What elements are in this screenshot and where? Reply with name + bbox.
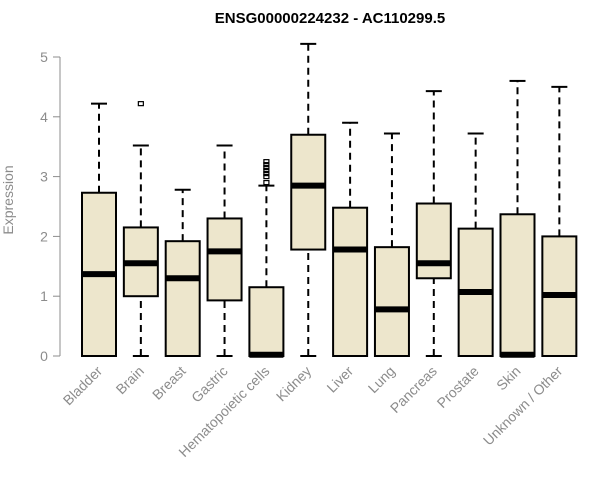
box-group: [290, 42, 327, 357]
box-group: [499, 79, 536, 358]
x-tick-label: Prostate: [434, 363, 482, 411]
y-tick-label: 2: [40, 228, 48, 244]
box-group: [248, 159, 285, 358]
chart-title: ENSG00000224232 - AC110299.5: [215, 10, 445, 27]
outlier-point: [137, 101, 144, 107]
y-tick-label: 1: [40, 288, 48, 304]
y-tick-label: 5: [40, 49, 48, 65]
x-tick-label: Breast: [149, 363, 189, 403]
box-iqr: [332, 206, 369, 357]
y-axis: 0 1 2 3 4 5: [40, 49, 61, 364]
x-tick-label: Skin: [493, 363, 524, 394]
y-axis-label: Expression: [0, 165, 16, 234]
box-group: [541, 85, 578, 357]
x-tick-label: Unknown / Other: [480, 363, 566, 449]
outlier-point: [263, 179, 270, 186]
box-group: [332, 121, 369, 357]
box-group: [206, 144, 243, 357]
box-group: [457, 132, 494, 358]
box-group: [81, 102, 117, 357]
box-iqr: [164, 240, 201, 358]
x-tick-label: Lung: [365, 363, 398, 396]
y-tick-label: 4: [40, 109, 48, 125]
x-tick-label: Pancreas: [387, 363, 440, 416]
outlier-point: [263, 162, 270, 168]
box-group: [122, 101, 159, 357]
outlier-point: [263, 165, 270, 171]
x-tick-label: Kidney: [273, 363, 315, 405]
box-group: [415, 90, 452, 357]
box-group: [164, 188, 201, 358]
x-tick-label: Liver: [323, 363, 356, 396]
box-group: [373, 132, 410, 357]
box-iqr: [499, 213, 536, 357]
outlier-point: [263, 168, 270, 174]
y-tick-label: 3: [40, 169, 48, 185]
outlier-point: [263, 174, 270, 180]
box-iqr: [248, 286, 285, 358]
x-tick-label: Bladder: [60, 363, 106, 409]
box-iqr: [290, 133, 327, 251]
x-tick-label: Brain: [113, 363, 147, 397]
box-iqr: [415, 202, 452, 280]
box-iqr: [206, 217, 243, 302]
outlier-point: [263, 171, 270, 177]
outlier-point: [263, 159, 270, 165]
box-iqr: [373, 246, 410, 357]
plot-area: [81, 42, 578, 358]
y-tick-label: 0: [40, 348, 48, 364]
